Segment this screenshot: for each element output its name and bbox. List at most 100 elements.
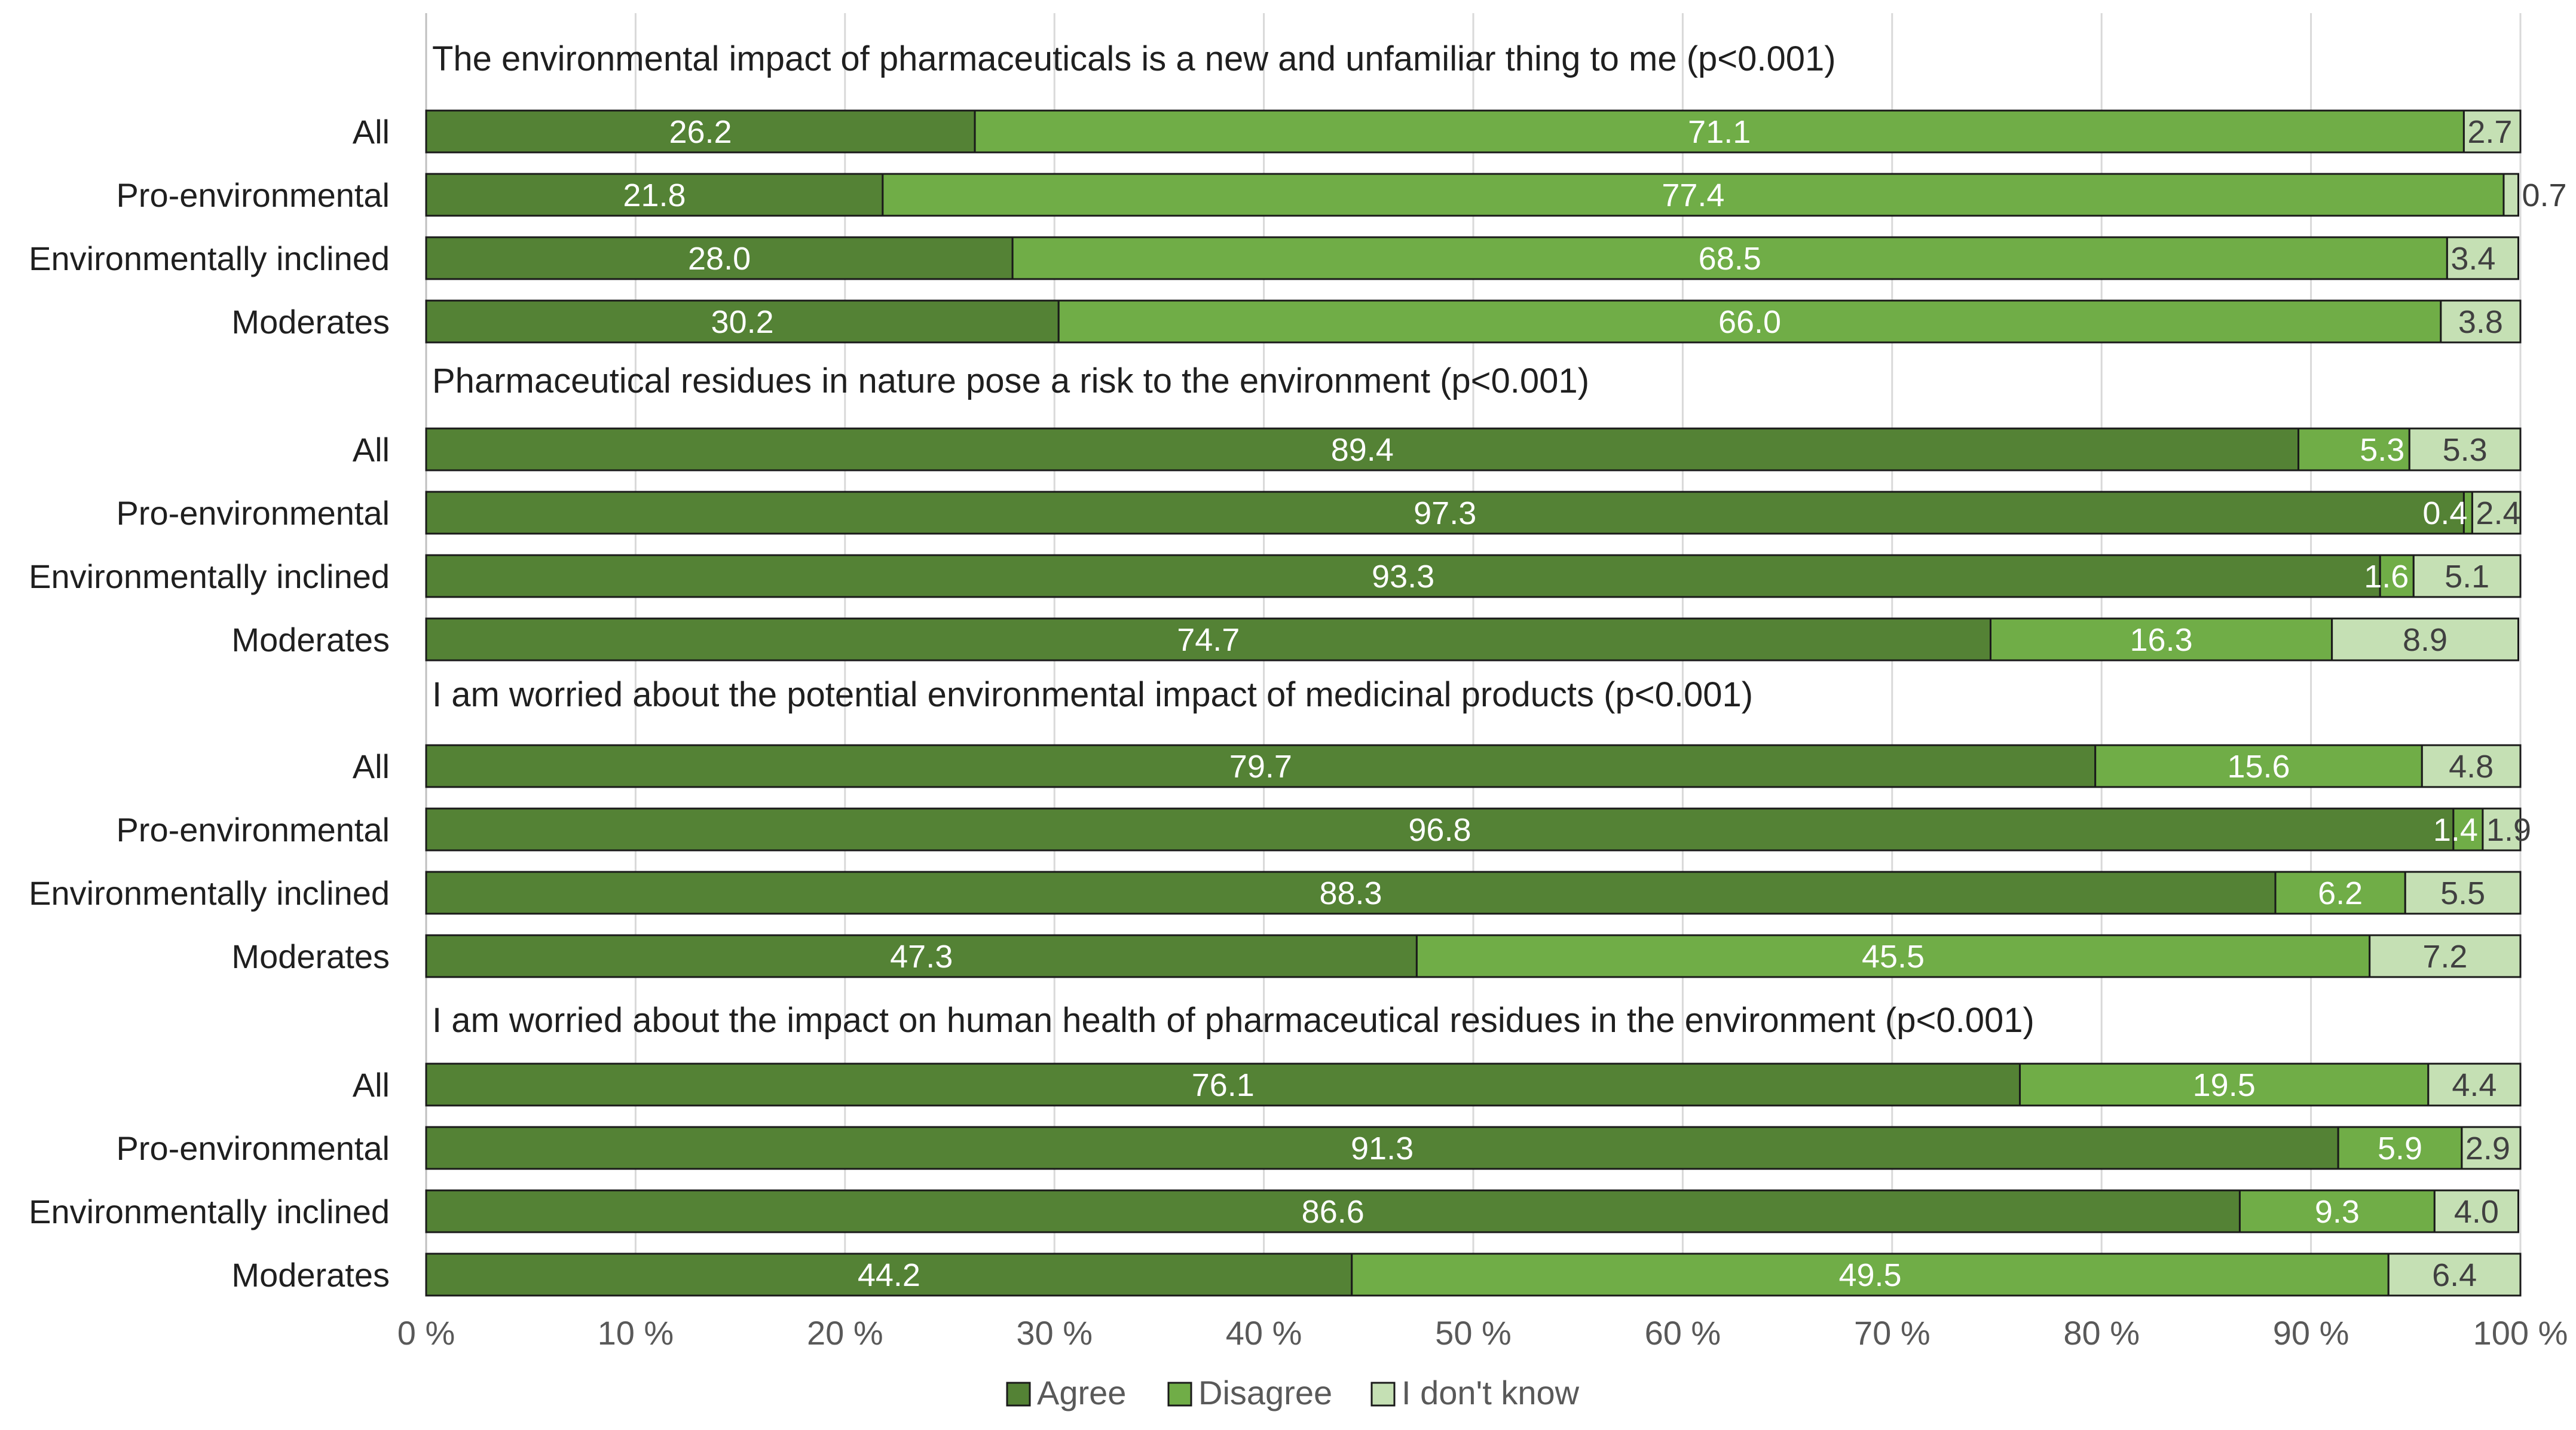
x-tick-label: 30 %	[1016, 1314, 1093, 1352]
question-group: I am worried about the potential environ…	[29, 675, 2531, 978]
bar-row: All 89.4 5.3 5.3	[353, 427, 2522, 471]
category-label: Environmentally inclined	[29, 240, 390, 277]
data-label: 4.4	[2452, 1067, 2497, 1103]
bar-segment-i-don-t-know	[2502, 173, 2519, 217]
legend: Agree Disagree I don't know	[1006, 1374, 1580, 1411]
bar-segment-disagree	[2452, 807, 2484, 852]
bar-segment-i-don-t-know	[2440, 299, 2522, 344]
bar-segment-agree	[425, 1062, 2021, 1107]
bar-row: Moderates 74.7 16.3 8.9	[231, 617, 2519, 662]
bar-row: All 79.7 15.6 4.8	[353, 744, 2522, 788]
bar-row: Environmentally inclined 86.6 9.3 4.0	[29, 1189, 2519, 1233]
legend-label: Agree	[1037, 1374, 1126, 1411]
x-tick-label: 90 %	[2273, 1314, 2349, 1352]
bar-segment-i-don-t-know	[2408, 427, 2522, 471]
category-label: Environmentally inclined	[29, 874, 390, 912]
legend-item: Disagree	[1167, 1374, 1332, 1411]
bar-segment-i-don-t-know	[2427, 1062, 2522, 1107]
bar-row: Pro-environmental 96.8 1.4 1.9	[116, 807, 2531, 852]
data-label: 5.3	[2360, 432, 2404, 468]
question-title: Pharmaceutical residues in nature pose a…	[432, 362, 1589, 400]
data-label: 97.3	[1414, 495, 1476, 531]
bar-segment-agree	[425, 807, 2455, 852]
x-axis: 0 % 10 % 20 % 30 % 40 % 50 % 60 % 70 % 80 % 90 % 1…	[397, 1314, 2568, 1352]
bar-segment-disagree	[2297, 427, 2410, 471]
bar-row: Pro-environmental 21.8 77.4 0.7	[116, 173, 2567, 217]
category-label: Pro-environmental	[116, 494, 390, 532]
data-label: 66.0	[1718, 304, 1781, 340]
bar-segment-disagree	[1011, 236, 2448, 280]
question-group: The environmental impact of pharmaceutic…	[29, 39, 2567, 344]
data-label: 5.3	[2443, 432, 2488, 468]
data-label: 71.1	[1688, 114, 1751, 150]
data-label: 5.9	[2378, 1131, 2422, 1166]
data-label: 74.7	[1177, 622, 1240, 658]
legend-item: I don't know	[1370, 1374, 1580, 1411]
data-label: 47.3	[890, 939, 953, 975]
bar-segment-i-don-t-know	[2369, 934, 2522, 978]
data-label: 9.3	[2315, 1194, 2360, 1230]
data-label: 21.8	[623, 177, 686, 213]
data-label: 89.4	[1331, 432, 1394, 468]
bar-row: All 76.1 19.5 4.4	[353, 1062, 2522, 1107]
category-label: Moderates	[231, 1256, 390, 1294]
data-label: 68.5	[1699, 241, 1761, 277]
x-tick-label: 70 %	[1854, 1314, 1931, 1352]
bar-segment-i-don-t-know	[2387, 1253, 2522, 1297]
legend-label: Disagree	[1198, 1374, 1332, 1411]
data-label: 88.3	[1319, 875, 1382, 911]
bar-segment-disagree	[882, 173, 2505, 217]
bar-segment-i-don-t-know	[2421, 744, 2522, 788]
data-label: 8.9	[2403, 622, 2447, 658]
category-label: All	[353, 431, 390, 468]
bar-segment-disagree	[1989, 617, 2333, 662]
bar-segment-agree	[425, 299, 1060, 344]
data-label: 2.7	[2467, 114, 2512, 150]
bar-segment-i-don-t-know	[2471, 491, 2522, 535]
bar-segment-agree	[425, 617, 1991, 662]
data-label: 28.0	[688, 241, 751, 277]
bar-row: Moderates 30.2 66.0 3.8	[231, 299, 2522, 344]
data-label: 5.5	[2440, 875, 2485, 911]
data-label: 2.9	[2465, 1131, 2510, 1166]
x-tick-label: 100 %	[2473, 1314, 2568, 1352]
chart-groups: The environmental impact of pharmaceutic…	[29, 39, 2567, 1297]
data-label: 44.2	[858, 1257, 920, 1293]
bar-segment-disagree	[2094, 744, 2423, 788]
question-title: I am worried about the impact on human h…	[432, 1001, 2035, 1040]
category-label: All	[353, 1066, 390, 1104]
category-label: Pro-environmental	[116, 176, 390, 214]
bar-segment-i-don-t-know	[2331, 617, 2519, 662]
category-label: Moderates	[231, 303, 390, 341]
bar-segment-disagree	[1057, 299, 2442, 344]
legend-label: I don't know	[1402, 1374, 1580, 1411]
data-label: 4.0	[2454, 1194, 2499, 1230]
data-label: 3.8	[2458, 304, 2503, 340]
data-label: 5.1	[2445, 559, 2489, 595]
data-label: 3.4	[2450, 241, 2495, 277]
data-label: 1.6	[2364, 559, 2409, 595]
bar-segment-agree	[425, 491, 2465, 535]
data-label: 0.7	[2522, 177, 2566, 213]
bar-segment-agree	[425, 934, 1418, 978]
bar-segment-i-don-t-know	[2462, 109, 2522, 154]
x-tick-label: 80 %	[2063, 1314, 2140, 1352]
data-label: 6.2	[2318, 875, 2363, 911]
bar-segment-agree	[425, 1253, 1353, 1297]
data-label: 91.3	[1351, 1131, 1414, 1166]
data-label: 26.2	[669, 114, 732, 150]
bar-segment-i-don-t-know	[2446, 236, 2519, 280]
bar-segment-agree	[425, 871, 2277, 915]
question-title: I am worried about the potential environ…	[432, 675, 1753, 714]
bar-row: Moderates 44.2 49.5 6.4	[231, 1253, 2522, 1297]
bar-row: Moderates 47.3 45.5 7.2	[231, 934, 2522, 978]
data-label: 1.4	[2433, 812, 2478, 848]
bar-segment-i-don-t-know	[2433, 1189, 2519, 1233]
legend-swatch	[1370, 1382, 1396, 1407]
bar-row: Pro-environmental 97.3 0.4 2.4	[116, 491, 2522, 535]
data-label: 86.6	[1302, 1194, 1365, 1230]
legend-swatch	[1167, 1382, 1192, 1407]
x-tick-label: 0 %	[397, 1314, 455, 1352]
bar-segment-disagree	[2274, 871, 2406, 915]
